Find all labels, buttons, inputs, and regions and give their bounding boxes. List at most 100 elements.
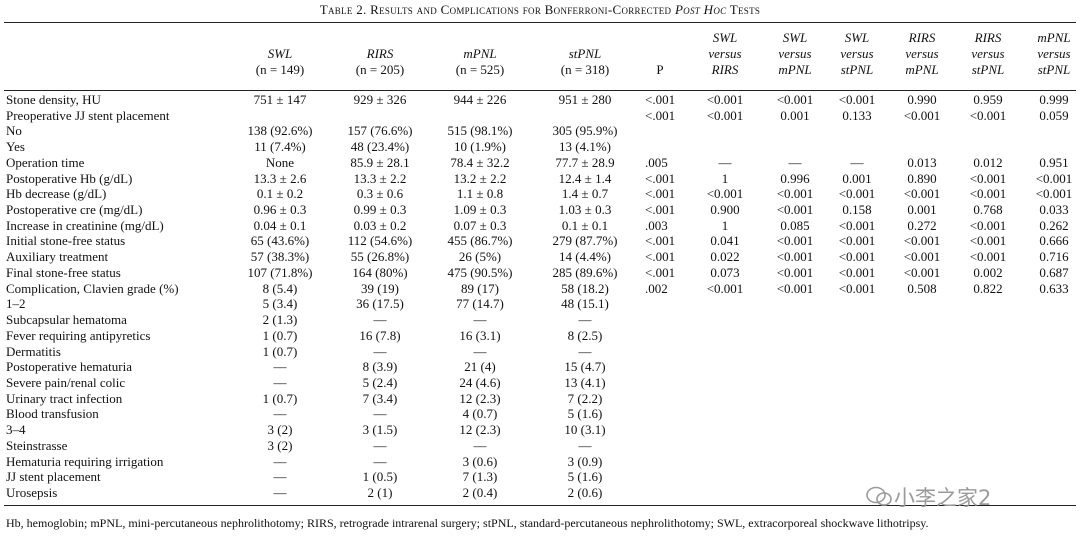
cell: — <box>273 469 287 485</box>
cell: <0.001 <box>838 217 876 233</box>
cell: 0.04 ± 0.1 <box>253 217 307 233</box>
cell: 0.001 <box>842 170 872 186</box>
cell: <0.001 <box>838 92 876 107</box>
column-header: versus <box>1037 46 1071 61</box>
column-header-n: (n = 149) <box>255 62 305 77</box>
column-header: stPNL <box>1037 62 1071 77</box>
p-value: .003 <box>645 217 668 233</box>
cell: 1.1 ± 0.8 <box>456 186 504 202</box>
cell: 0.890 <box>907 170 937 186</box>
p-value: <.001 <box>645 170 676 186</box>
cell: 3 (0.9) <box>567 453 603 469</box>
top-rule <box>4 22 1076 23</box>
cell: — <box>373 437 387 453</box>
cell: 26 (5%) <box>458 249 502 265</box>
cell: <0.001 <box>706 280 744 296</box>
column-header: versus <box>708 46 742 61</box>
column-header: SWL <box>267 46 293 61</box>
cell: 1.03 ± 0.3 <box>558 202 612 218</box>
cell: — <box>273 485 287 500</box>
cell: 0.03 ± 0.2 <box>353 217 407 233</box>
row-label: Hb decrease (g/dL) <box>6 186 107 202</box>
header-rule <box>4 90 1076 91</box>
watermark-icon <box>866 486 892 506</box>
cell: 279 (87.7%) <box>552 233 618 249</box>
cell: <0.001 <box>903 233 941 249</box>
column-header: mPNL <box>1037 30 1071 45</box>
cell: 77.7 ± 28.9 <box>555 154 615 170</box>
column-header: versus <box>905 46 939 61</box>
cell: 751 ± 147 <box>253 92 307 107</box>
cell: <0.001 <box>969 249 1007 265</box>
row-label: 1–2 <box>6 296 26 312</box>
p-value: .002 <box>645 280 668 296</box>
cell: 16 (3.1) <box>459 327 501 343</box>
cell: 0.951 <box>1039 154 1069 170</box>
cell: 0.999 <box>1039 92 1069 107</box>
column-header: mPNL <box>905 62 939 77</box>
p-value: <.001 <box>645 202 676 218</box>
footnote: Hb, hemoglobin; mPNL, mini-percutaneous … <box>6 516 929 530</box>
cell: — <box>788 154 802 170</box>
cell: 0.001 <box>907 202 937 218</box>
cell: <0.001 <box>903 264 941 280</box>
cell: <0.001 <box>706 186 744 202</box>
cell: 944 ± 226 <box>453 92 507 107</box>
cell: 4 (0.7) <box>462 406 498 422</box>
row-label: Steinstrasse <box>6 437 68 453</box>
p-value: <.001 <box>645 92 676 107</box>
title-text: Table 2. Results and Complications for B… <box>319 2 672 17</box>
cell: 305 (95.9%) <box>552 123 618 139</box>
cell: 0.1 ± 0.2 <box>256 186 304 202</box>
cell: 0.085 <box>780 217 810 233</box>
cell: 0.059 <box>1039 107 1069 123</box>
cell: 475 (90.5%) <box>447 264 513 280</box>
row-label: Subcapsular hematoma <box>6 312 127 328</box>
cell: 36 (17.5) <box>356 296 404 312</box>
cell: 7 (2.2) <box>567 390 603 406</box>
cell: 0.272 <box>907 217 937 233</box>
column-header: RIRS <box>908 30 936 45</box>
cell: 0.1 ± 0.1 <box>561 217 609 233</box>
cell: 11 (7.4%) <box>254 139 306 155</box>
cell: — <box>473 343 487 359</box>
cell: <0.001 <box>776 249 814 265</box>
column-header: mPNL <box>778 62 812 77</box>
cell: <0.001 <box>838 186 876 202</box>
row-label: Stone density, HU <box>6 92 101 107</box>
cell: — <box>578 343 592 359</box>
column-header: stPNL <box>971 62 1005 77</box>
column-header: RIRS <box>366 46 394 61</box>
cell: 5 (1.6) <box>567 469 603 485</box>
cell: 164 (80%) <box>352 264 408 280</box>
cell: 13.3 ± 2.2 <box>353 170 407 186</box>
cell: 1 (0.7) <box>262 390 298 406</box>
row-label: Severe pain/renal colic <box>6 374 126 390</box>
cell: 12 (2.3) <box>459 390 501 406</box>
cell: 89 (17) <box>461 280 499 296</box>
cell: 2 (1) <box>367 485 393 500</box>
p-value: <.001 <box>645 233 676 249</box>
cell: 0.022 <box>710 249 740 265</box>
cell: 15 (4.7) <box>564 359 606 375</box>
cell: 951 ± 280 <box>558 92 612 107</box>
row-label: Auxiliary treatment <box>6 249 109 265</box>
cell: 0.033 <box>1039 202 1069 218</box>
row-label: Final stone-free status <box>6 264 121 280</box>
column-header: versus <box>971 46 1005 61</box>
column-header: versus <box>840 46 874 61</box>
cell: — <box>373 343 387 359</box>
p-value: <.001 <box>645 107 676 123</box>
column-header: P <box>656 62 664 77</box>
cell: <0.001 <box>969 170 1007 186</box>
column-header: SWL <box>782 30 808 45</box>
cell: 55 (26.8%) <box>350 249 410 265</box>
column-header: SWL <box>712 30 738 45</box>
p-value: .005 <box>645 154 668 170</box>
cell: <0.001 <box>969 107 1007 123</box>
cell: 39 (19) <box>361 280 399 296</box>
cell: 13.2 ± 2.2 <box>453 170 507 186</box>
cell: 0.822 <box>973 280 1003 296</box>
row-label: Blood transfusion <box>6 406 99 422</box>
cell: 77 (14.7) <box>456 296 504 312</box>
